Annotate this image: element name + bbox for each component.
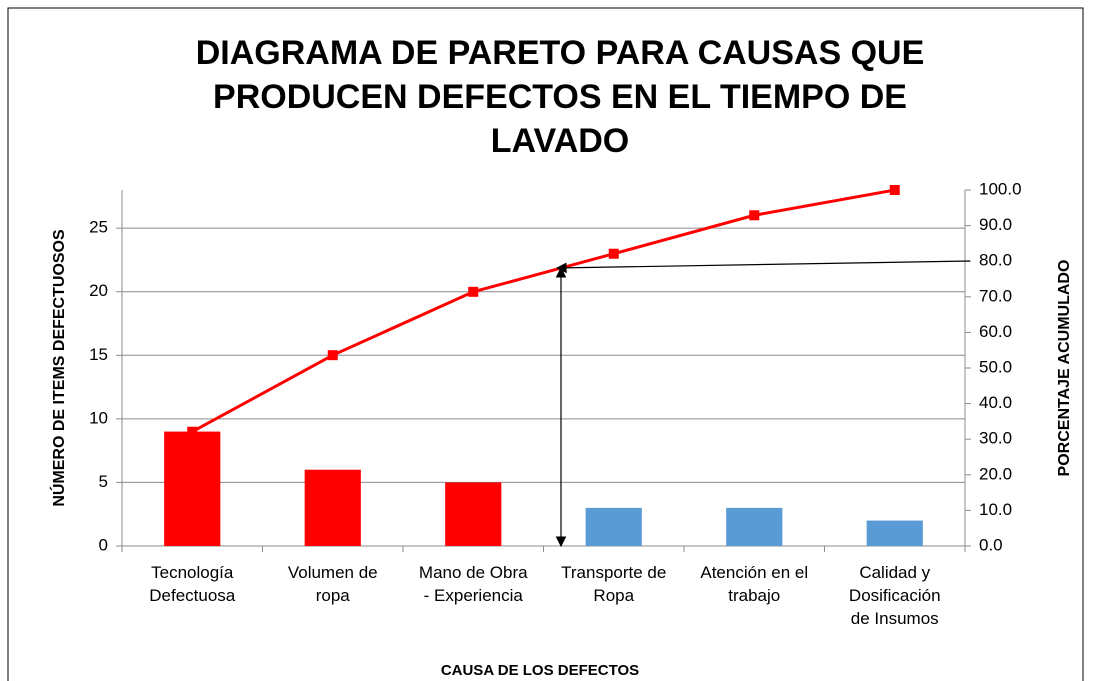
cumulative-marker (327, 350, 338, 361)
cumulative-marker (749, 210, 760, 221)
bar (445, 482, 502, 546)
x-tick-label: Atención en el trabajo (700, 563, 808, 605)
y2-tick-label: 30.0 (979, 429, 1012, 448)
y2-tick-label: 20.0 (979, 464, 1012, 483)
y-tick-label: 0 (99, 535, 108, 554)
y-axis-label: NÚMERO DE ITEMS DEFECTUOSOS (49, 229, 68, 507)
y2-tick-label: 10.0 (979, 500, 1012, 519)
y-tick-label: 10 (89, 408, 108, 427)
bar (726, 507, 783, 546)
cumulative-marker (468, 286, 479, 297)
y2-tick-label: 0.0 (979, 535, 1003, 554)
x-tick-label: Mano de Obra - Experiencia (419, 563, 528, 605)
y-tick-label: 25 (89, 218, 108, 237)
cumulative-marker (608, 248, 619, 259)
y2-axis-label: PORCENTAJE ACUMULADO (1056, 260, 1073, 477)
cumulative-marker (889, 185, 900, 195)
x-tick-label: Volumen de ropa (288, 563, 378, 605)
cumulative-line (191, 188, 896, 434)
chart-border (7, 7, 1084, 681)
y2-tick-label: 70.0 (979, 286, 1012, 305)
y2-tick-label: 100.0 (979, 179, 1022, 198)
y2-tick-label: 50.0 (979, 357, 1012, 376)
cumulative-marker (187, 426, 198, 437)
y-tick-label: 5 (99, 472, 108, 491)
y2-tick-label: 80.0 (979, 251, 1012, 270)
x-tick-label: Transporte de Ropa (561, 563, 666, 605)
bar (164, 431, 221, 546)
y-tick-label: 20 (89, 281, 108, 300)
x-axis-label: CAUSA DE LOS DEFECTOS (441, 662, 639, 679)
y2-tick-label: 90.0 (979, 215, 1012, 234)
x-tick-label: Calidad y Dosificación de Insumos (849, 563, 941, 628)
x-tick-label: Tecnología Defectuosa (149, 563, 236, 605)
bar (304, 469, 361, 546)
annotation-arrow (555, 260, 971, 274)
y2-tick-label: 40.0 (979, 393, 1012, 412)
chart-title: DIAGRAMA DE PARETO PARA CAUSAS QUE PRODUC… (196, 34, 925, 160)
y2-tick-label: 60.0 (979, 322, 1012, 341)
bar (866, 520, 923, 546)
bar (585, 507, 642, 546)
y-tick-label: 15 (89, 345, 108, 364)
